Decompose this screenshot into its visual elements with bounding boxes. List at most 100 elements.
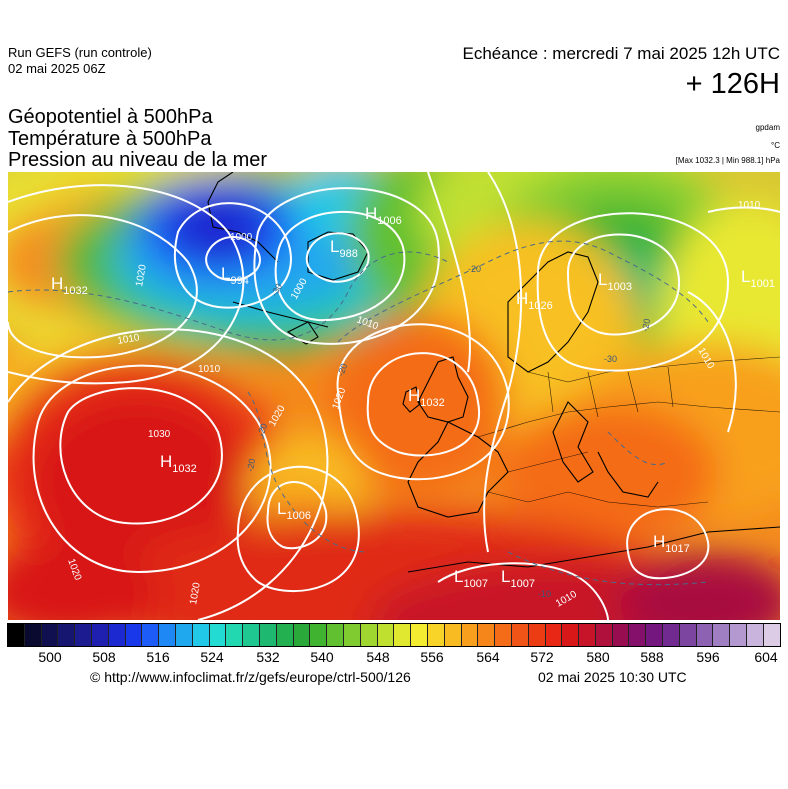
unit-temperature: °C — [771, 141, 780, 150]
pressure-center-value: 1032 — [63, 285, 87, 297]
color-scale-cell — [226, 624, 244, 646]
color-scale-cell — [730, 624, 748, 646]
color-scale-cell — [91, 624, 109, 646]
color-scale-cell — [696, 624, 714, 646]
generation-time: 02 mai 2025 10:30 UTC — [538, 669, 687, 685]
color-scale-tick-label: 556 — [420, 649, 444, 665]
color-scale-cell — [478, 624, 496, 646]
color-scale-cell — [528, 624, 546, 646]
color-scale-cell — [646, 624, 664, 646]
color-scale-cell — [259, 624, 277, 646]
pressure-center-iceland-n: H1006 — [365, 204, 402, 227]
pressure-center-greenland: L994 — [221, 264, 249, 287]
pressure-center-type: L — [330, 237, 339, 256]
color-scale-cell — [411, 624, 428, 646]
isobar-label: 1010 — [117, 332, 141, 347]
isobar-label: 1030 — [148, 429, 171, 440]
color-scale-cell — [394, 624, 412, 646]
color-scale — [8, 624, 780, 646]
unit-pressure: [Max 1032.3 | Min 988.1] hPa — [675, 156, 780, 165]
run-date: 02 mai 2025 06Z — [8, 61, 106, 76]
pressure-center-scandinavia: L1003 — [598, 270, 632, 293]
color-scale-cell — [444, 624, 462, 646]
color-scale-tick-label: 532 — [256, 649, 280, 665]
pressure-center-value: 1006 — [377, 215, 401, 227]
pressure-center-type: H — [516, 289, 528, 308]
pressure-center-type: H — [408, 386, 420, 405]
pressure-center-value: 1032 — [172, 463, 196, 475]
color-scale-cell — [125, 624, 143, 646]
isotherm-label: -30 — [604, 354, 617, 364]
isobar-label: 1020 — [188, 581, 203, 605]
isobars — [8, 172, 780, 620]
color-scale-cell — [8, 624, 25, 646]
isobar-label: 1010 — [738, 200, 761, 211]
color-scale-tick-label: 524 — [200, 649, 224, 665]
color-scale-cell — [310, 624, 328, 646]
color-scale-cell — [747, 624, 764, 646]
color-scale-cell — [58, 624, 76, 646]
isotherm-value-labels: -30-20-20-20-20-30-20-10 — [245, 264, 652, 599]
pressure-center-russia: L1001 — [741, 267, 775, 290]
color-scale-cell — [629, 624, 647, 646]
color-scale-cell — [41, 624, 59, 646]
color-scale-cell — [679, 624, 697, 646]
color-scale-tick-label: 588 — [640, 649, 664, 665]
color-scale-cell — [75, 624, 92, 646]
pressure-center-type: H — [51, 274, 63, 293]
color-scale-tick-label: 564 — [476, 649, 500, 665]
color-scale-tick-label: 604 — [754, 649, 778, 665]
color-scale-cell — [427, 624, 445, 646]
color-scale-frame — [7, 623, 781, 647]
pressure-center-value: 1007 — [463, 578, 487, 590]
color-scale-tick-label: 572 — [530, 649, 554, 665]
geopotential-field — [8, 172, 780, 620]
color-scale-tick-label: 596 — [696, 649, 720, 665]
color-scale-cell — [159, 624, 176, 646]
isotherm-label: -20 — [640, 318, 652, 333]
pressure-center-value: 1007 — [510, 578, 534, 590]
pressure-center-type: L — [598, 270, 607, 289]
pressure-center-type: L — [221, 264, 230, 283]
color-scale-cell — [763, 624, 780, 646]
color-scale-cell — [663, 624, 680, 646]
parameter-temperature: Température à 500hPa — [8, 128, 212, 150]
pressure-center-value: 1006 — [286, 510, 310, 522]
pressure-center-type: H — [653, 532, 665, 551]
pressure-center-type: H — [365, 204, 377, 223]
color-scale-cell — [360, 624, 378, 646]
pressure-center-value: 988 — [339, 248, 357, 260]
color-scale-tick-label: 516 — [146, 649, 170, 665]
pressure-center-labels: H1032H1006L988L994H1032H1032L1006H1017L1… — [51, 204, 775, 590]
isotherm-label: -20 — [335, 362, 349, 378]
pressure-center-value: 1026 — [528, 300, 552, 312]
isotherm-label: -20 — [245, 458, 257, 473]
color-scale-tick-label: 580 — [586, 649, 610, 665]
color-scale-cell — [327, 624, 344, 646]
color-scale-cell — [579, 624, 596, 646]
pressure-center-value: 1017 — [665, 543, 689, 555]
temperature-isotherms — [8, 240, 709, 586]
weather-map[interactable]: H1032 H1006 L988 L994 H1032 H1032 L1006 H1017 L1… — [8, 172, 780, 620]
pressure-center-type: L — [501, 567, 510, 586]
color-scale-cell — [243, 624, 260, 646]
pressure-center-iceland: L988 — [330, 237, 358, 260]
color-scale-cell — [461, 624, 479, 646]
pressure-center-norway: H1026 — [516, 289, 553, 312]
color-scale-cell — [595, 624, 613, 646]
color-scale-cell — [343, 624, 361, 646]
coastlines — [207, 172, 780, 573]
forecast-horizon: + 126H — [685, 68, 780, 100]
forecast-valid-time: Echéance : mercredi 7 mai 2025 12h UTC — [462, 44, 781, 63]
pressure-center-value: 994 — [230, 275, 248, 287]
color-scale-tick-label: 508 — [92, 649, 116, 665]
color-scale-cell — [142, 624, 160, 646]
pressure-center-iberia-w: L1006 — [277, 499, 311, 522]
color-scale-tick-label: 540 — [310, 649, 334, 665]
isotherm-label: -10 — [538, 589, 551, 599]
color-scale-cell — [612, 624, 630, 646]
color-scale-cell — [276, 624, 294, 646]
isobar-label: 1000 — [230, 232, 253, 243]
pressure-center-atlantic-w: H1032 — [51, 274, 88, 297]
source-credit[interactable]: © http://www.infoclimat.fr/z/gefs/europe… — [90, 669, 411, 685]
